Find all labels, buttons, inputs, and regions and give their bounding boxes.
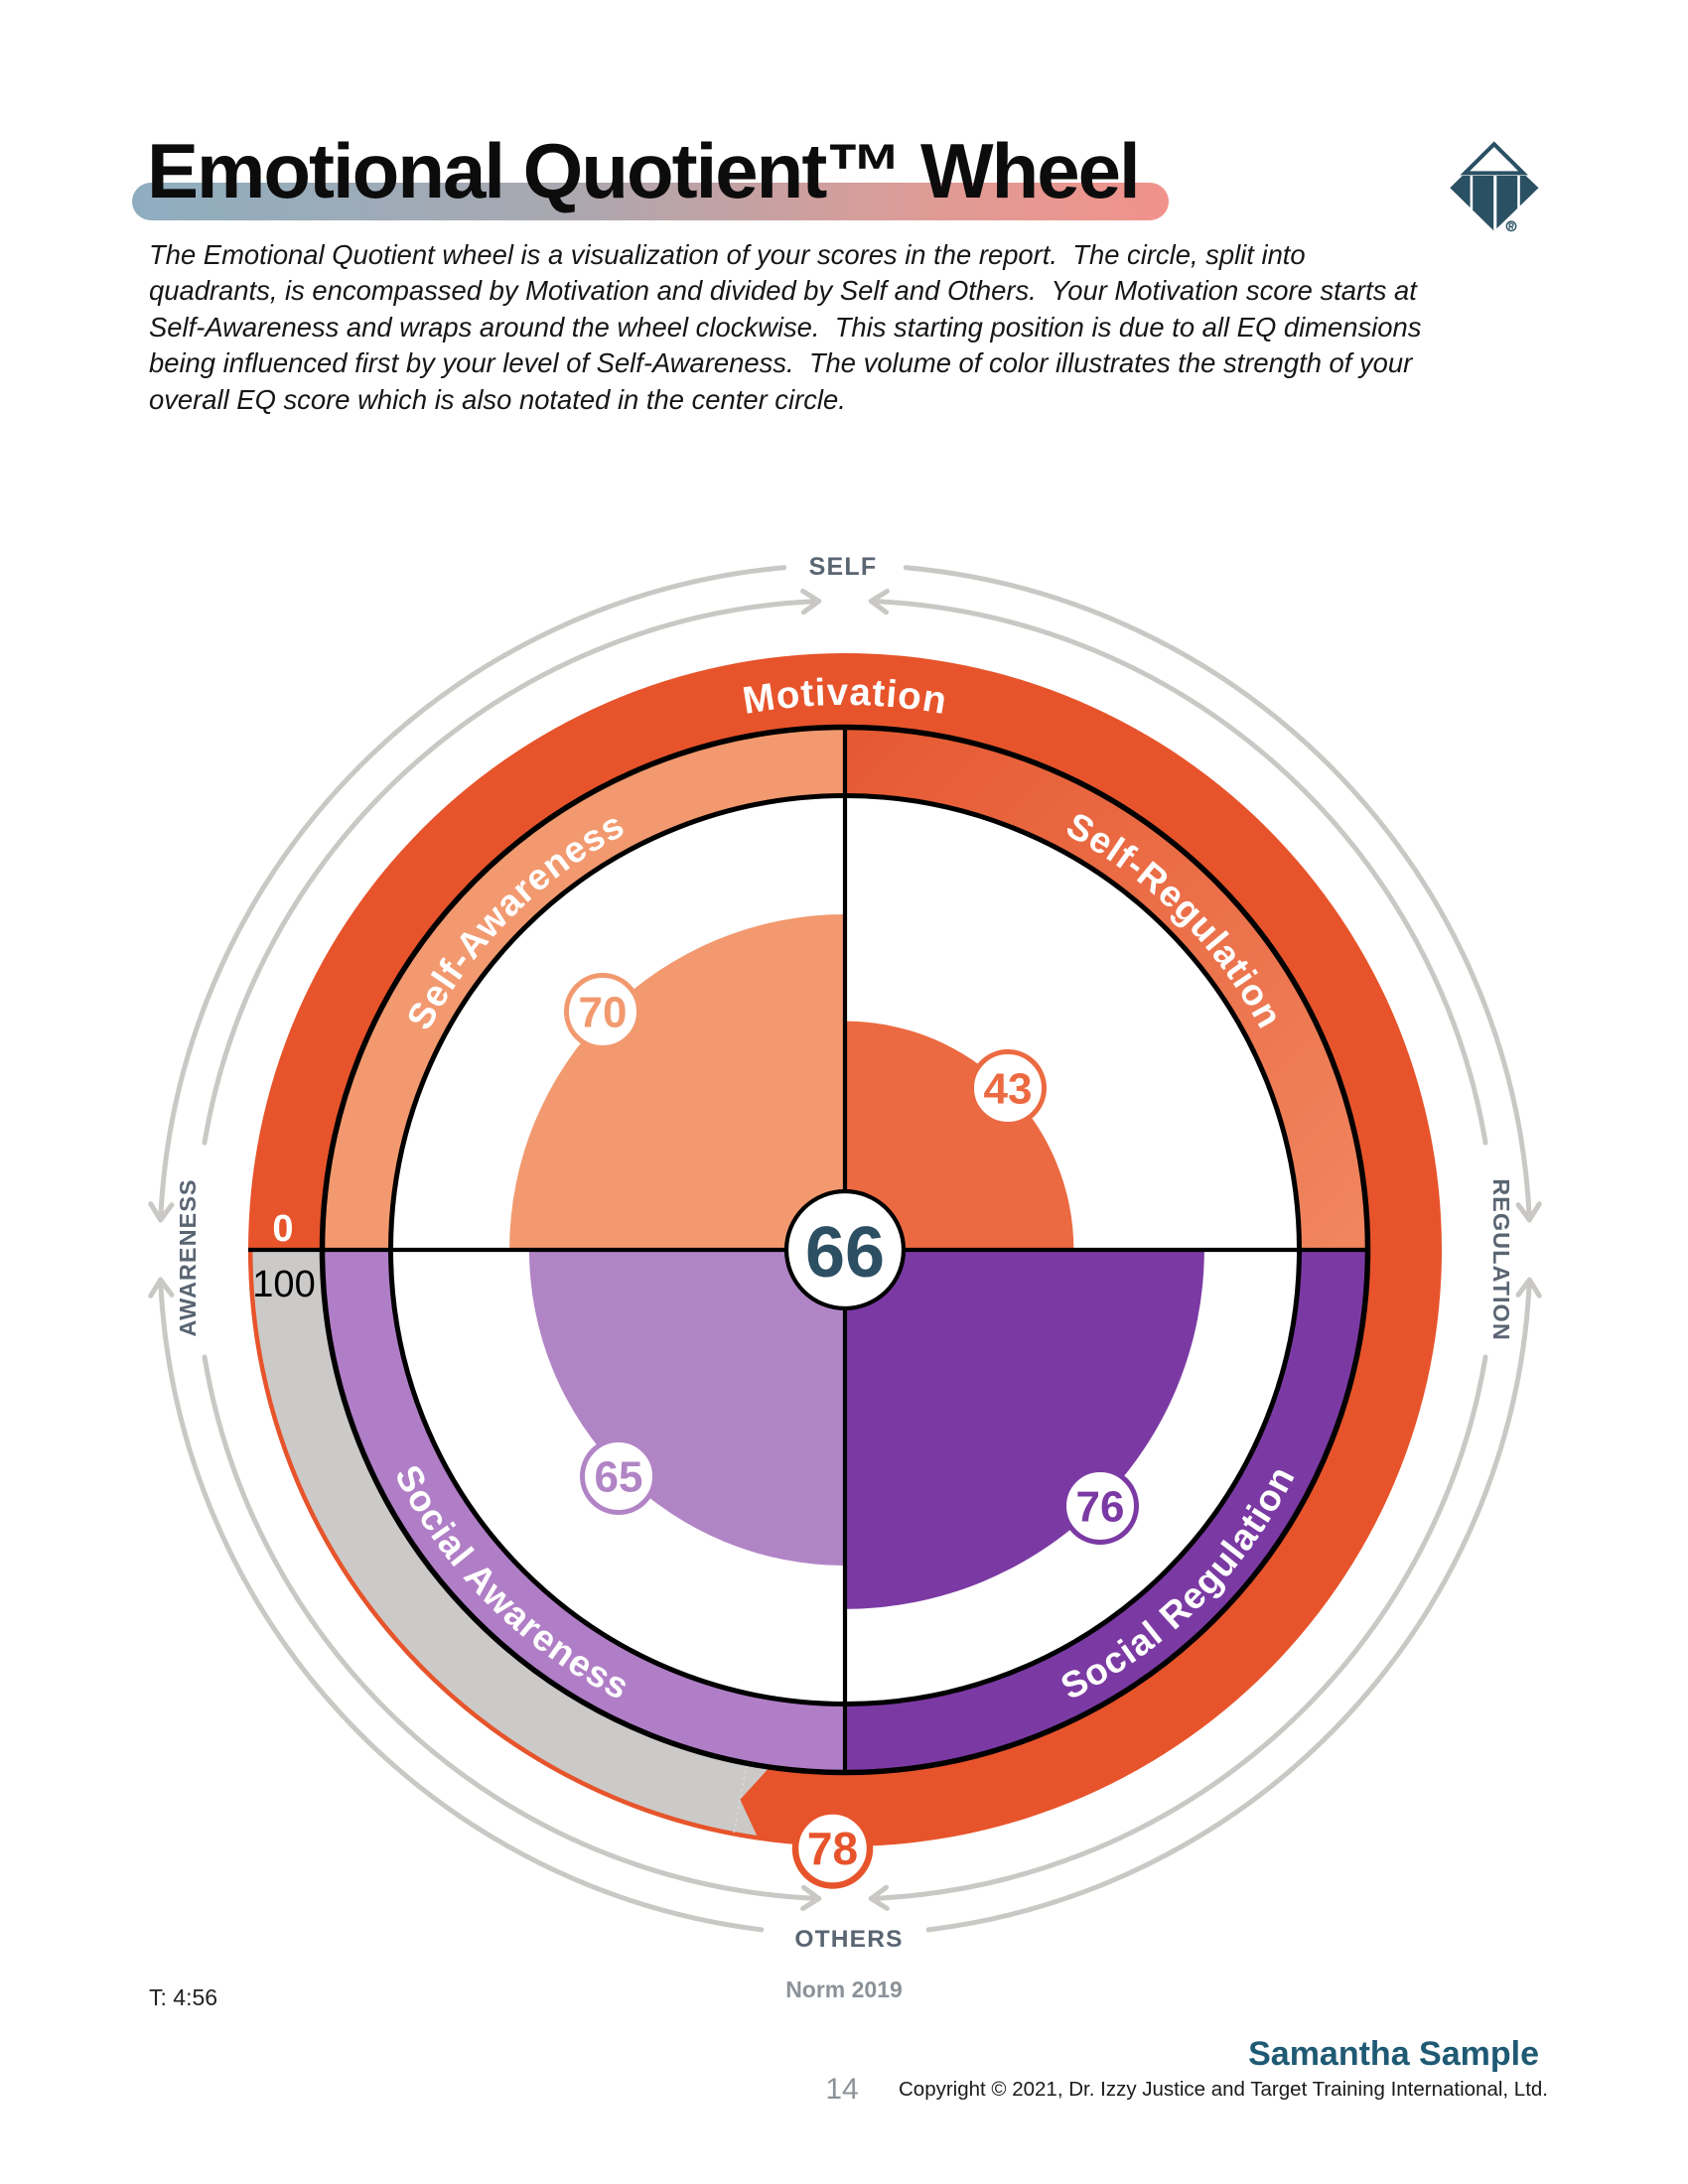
svg-text:76: 76 <box>1076 1482 1125 1531</box>
svg-text:70: 70 <box>579 988 628 1036</box>
svg-text:65: 65 <box>595 1452 643 1501</box>
svg-text:43: 43 <box>984 1064 1033 1113</box>
svg-text:78: 78 <box>807 1823 858 1874</box>
svg-text:SELF: SELF <box>809 553 878 581</box>
svg-text:66: 66 <box>805 1213 885 1293</box>
svg-text:REGULATION: REGULATION <box>1488 1178 1514 1341</box>
svg-text:OTHERS: OTHERS <box>794 1926 903 1953</box>
svg-text:AWARENESS: AWARENESS <box>175 1178 201 1336</box>
svg-text:0: 0 <box>272 1208 293 1250</box>
svg-text:100: 100 <box>252 1264 315 1305</box>
